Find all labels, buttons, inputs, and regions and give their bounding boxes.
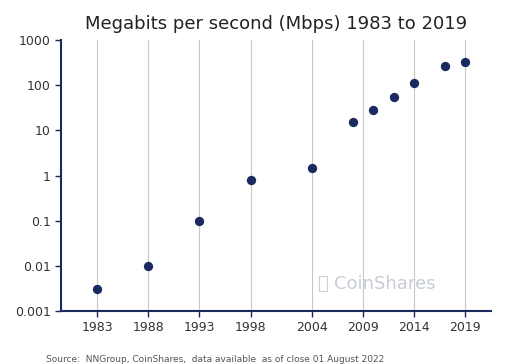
Point xyxy=(144,263,152,269)
Text: CoinShares: CoinShares xyxy=(333,275,435,293)
Point xyxy=(389,94,397,100)
Title: Megabits per second (Mbps) 1983 to 2019: Megabits per second (Mbps) 1983 to 2019 xyxy=(85,15,466,33)
Point xyxy=(410,80,418,86)
Point xyxy=(246,177,254,183)
Point xyxy=(308,165,316,170)
Point xyxy=(93,286,101,292)
Point xyxy=(195,218,203,223)
Point xyxy=(348,119,356,125)
Text: Source:  NNGroup, CoinShares,  data available  as of close 01 August 2022: Source: NNGroup, CoinShares, data availa… xyxy=(45,355,383,364)
Point xyxy=(440,63,448,69)
Point xyxy=(461,60,469,66)
Point xyxy=(369,107,377,113)
Text: Ⓢ: Ⓢ xyxy=(316,275,327,293)
